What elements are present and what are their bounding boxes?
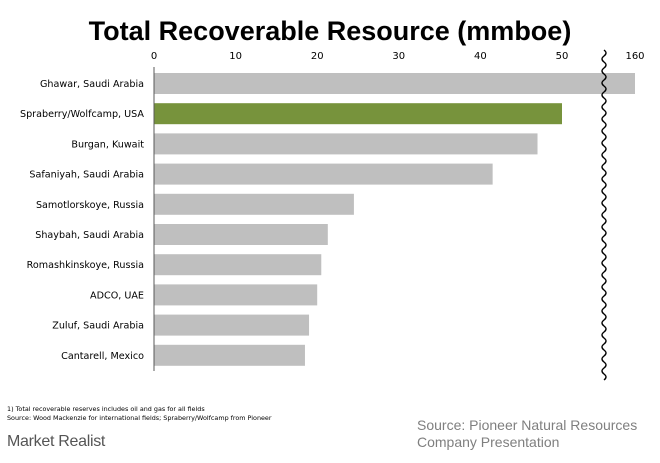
axis-break-squiggle <box>601 49 607 381</box>
category-label: Samotlorskoye, Russia <box>36 200 144 211</box>
x-axis-ticks: 0 10 20 30 40 50 160 <box>151 51 645 62</box>
footnote-2: Source: Wood Mackenzie for international… <box>7 414 272 422</box>
category-label: Safaniyah, Saudi Arabia <box>29 170 144 181</box>
x-tick-label: 160 <box>625 51 644 62</box>
category-label: Ghawar, Saudi Arabia <box>40 79 144 90</box>
bar <box>154 133 538 155</box>
bars <box>154 73 635 366</box>
category-label: Zuluf, Saudi Arabia <box>52 321 144 332</box>
category-label: Cantarell, Mexico <box>61 351 144 362</box>
category-labels: Ghawar, Saudi Arabia Spraberry/Wolfcamp, … <box>20 79 144 362</box>
market-realist-logo: Market Realist <box>7 433 106 450</box>
bar <box>154 314 310 336</box>
bar <box>154 224 328 245</box>
bar <box>154 103 562 125</box>
category-label: Burgan, Kuwait <box>71 139 144 150</box>
bar <box>154 163 493 185</box>
bar <box>154 73 635 94</box>
source-line-2: Company Presentation <box>417 434 560 450</box>
bar <box>154 193 354 215</box>
bar <box>154 254 322 276</box>
category-label: Romashkinskoye, Russia <box>27 260 144 271</box>
category-label: Shaybah, Saudi Arabia <box>35 230 144 241</box>
x-tick-label: 30 <box>392 51 405 62</box>
bar <box>154 284 318 306</box>
category-label: Spraberry/Wolfcamp, USA <box>20 109 144 120</box>
footnote-1: 1) Total recoverable reserves includes o… <box>7 405 205 413</box>
x-tick-label: 20 <box>311 51 324 62</box>
x-tick-label: 50 <box>556 51 569 62</box>
source-line-1: Source: Pioneer Natural Resources <box>417 417 638 433</box>
bar <box>154 344 305 366</box>
x-tick-label: 0 <box>151 51 157 62</box>
category-label: ADCO, UAE <box>90 290 144 301</box>
chart-title: Total Recoverable Resource (mmboe) <box>89 16 572 46</box>
x-tick-label: 40 <box>474 51 487 62</box>
x-tick-label: 10 <box>229 51 242 62</box>
